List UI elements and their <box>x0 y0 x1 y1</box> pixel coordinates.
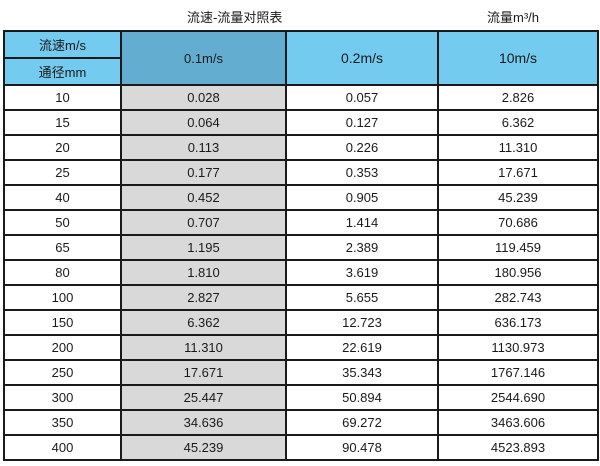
value-cell-10ms: 45.239 <box>437 184 599 211</box>
value-cell-0-1ms: 25.447 <box>120 384 287 411</box>
header-diameter-label: 通径mm <box>3 57 122 86</box>
diameter-cell: 25 <box>3 159 122 186</box>
value-cell-0-2ms: 0.127 <box>285 109 439 136</box>
value-cell-0-2ms: 0.226 <box>285 134 439 161</box>
diameter-cell: 50 <box>3 209 122 236</box>
value-cell-10ms: 3463.606 <box>437 409 599 436</box>
table-row: 40 0.452 0.905 45.239 <box>3 184 599 211</box>
table-row: 150 6.362 12.723 636.173 <box>3 309 599 336</box>
value-cell-10ms: 11.310 <box>437 134 599 161</box>
table-row: 15 0.064 0.127 6.362 <box>3 109 599 136</box>
value-cell-0-1ms: 0.452 <box>120 184 287 211</box>
value-cell-10ms: 119.459 <box>437 234 599 261</box>
diameter-cell: 20 <box>3 134 122 161</box>
table-row: 10 0.028 0.057 2.826 <box>3 84 599 111</box>
value-cell-0-2ms: 35.343 <box>285 359 439 386</box>
value-cell-0-2ms: 12.723 <box>285 309 439 336</box>
diameter-cell: 40 <box>3 184 122 211</box>
table-row: 200 11.310 22.619 1130.973 <box>3 334 599 361</box>
diameter-cell: 15 <box>3 109 122 136</box>
value-cell-0-1ms: 0.028 <box>120 84 287 111</box>
diameter-cell: 350 <box>3 409 122 436</box>
value-cell-0-2ms: 0.905 <box>285 184 439 211</box>
value-cell-0-1ms: 17.671 <box>120 359 287 386</box>
diameter-cell: 65 <box>3 234 122 261</box>
table-row: 80 1.810 3.619 180.956 <box>3 259 599 286</box>
caption-row: 流速-流量对照表 流量m³/h <box>0 0 600 30</box>
value-cell-0-1ms: 11.310 <box>120 334 287 361</box>
table-row: 50 0.707 1.414 70.686 <box>3 209 599 236</box>
header-col-0-2ms: 0.2m/s <box>285 30 439 86</box>
header-col-0-1ms: 0.1m/s <box>120 30 287 86</box>
value-cell-0-2ms: 90.478 <box>285 434 439 461</box>
table-row: 25 0.177 0.353 17.671 <box>3 159 599 186</box>
value-cell-0-1ms: 1.195 <box>120 234 287 261</box>
diameter-cell: 10 <box>3 84 122 111</box>
value-cell-10ms: 17.671 <box>437 159 599 186</box>
value-cell-0-2ms: 3.619 <box>285 259 439 286</box>
header-col-10ms: 10m/s <box>437 30 599 86</box>
flow-unit-label: 流量m³/h <box>487 10 540 25</box>
table-row: 300 25.447 50.894 2544.690 <box>3 384 599 411</box>
table-row: 350 34.636 69.272 3463.606 <box>3 409 599 436</box>
value-cell-0-1ms: 0.064 <box>120 109 287 136</box>
value-cell-0-1ms: 2.827 <box>120 284 287 311</box>
diameter-cell: 200 <box>3 334 122 361</box>
flow-conversion-table: 流速m/s 0.1m/s 0.2m/s 10m/s 通径mm 10 0.028 0.… <box>3 30 599 461</box>
value-cell-0-1ms: 0.707 <box>120 209 287 236</box>
table-row: 250 17.671 35.343 1767.146 <box>3 359 599 386</box>
value-cell-10ms: 4523.893 <box>437 434 599 461</box>
value-cell-0-1ms: 0.113 <box>120 134 287 161</box>
value-cell-10ms: 636.173 <box>437 309 599 336</box>
value-cell-0-2ms: 0.353 <box>285 159 439 186</box>
table-row: 100 2.827 5.655 282.743 <box>3 284 599 311</box>
value-cell-0-1ms: 45.239 <box>120 434 287 461</box>
value-cell-0-2ms: 0.057 <box>285 84 439 111</box>
value-cell-10ms: 1130.973 <box>437 334 599 361</box>
value-cell-0-1ms: 1.810 <box>120 259 287 286</box>
table-row: 400 45.239 90.478 4523.893 <box>3 434 599 461</box>
value-cell-0-2ms: 22.619 <box>285 334 439 361</box>
value-cell-0-1ms: 34.636 <box>120 409 287 436</box>
value-cell-10ms: 2.826 <box>437 84 599 111</box>
diameter-cell: 300 <box>3 384 122 411</box>
diameter-cell: 400 <box>3 434 122 461</box>
value-cell-10ms: 180.956 <box>437 259 599 286</box>
value-cell-0-2ms: 5.655 <box>285 284 439 311</box>
table-row: 20 0.113 0.226 11.310 <box>3 134 599 161</box>
diameter-cell: 150 <box>3 309 122 336</box>
value-cell-0-2ms: 50.894 <box>285 384 439 411</box>
diameter-cell: 80 <box>3 259 122 286</box>
header-velocity-label: 流速m/s <box>3 30 122 59</box>
table-row: 65 1.195 2.389 119.459 <box>3 234 599 261</box>
table-title: 流速-流量对照表 <box>187 10 283 25</box>
value-cell-0-2ms: 69.272 <box>285 409 439 436</box>
value-cell-0-2ms: 1.414 <box>285 209 439 236</box>
value-cell-10ms: 282.743 <box>437 284 599 311</box>
value-cell-0-1ms: 0.177 <box>120 159 287 186</box>
diameter-cell: 100 <box>3 284 122 311</box>
value-cell-0-1ms: 6.362 <box>120 309 287 336</box>
value-cell-10ms: 70.686 <box>437 209 599 236</box>
diameter-cell: 250 <box>3 359 122 386</box>
value-cell-10ms: 1767.146 <box>437 359 599 386</box>
value-cell-0-2ms: 2.389 <box>285 234 439 261</box>
value-cell-10ms: 2544.690 <box>437 384 599 411</box>
value-cell-10ms: 6.362 <box>437 109 599 136</box>
